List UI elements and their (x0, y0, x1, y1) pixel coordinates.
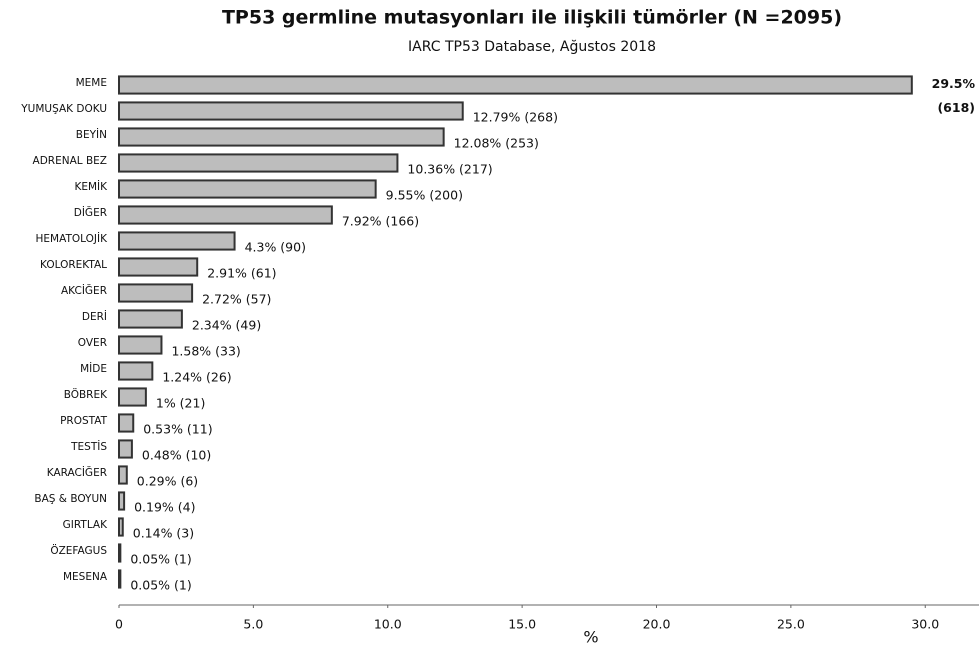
bar (118, 569, 122, 589)
y-tick-label: MİDE (80, 362, 107, 375)
x-tick-label: 5.0 (243, 617, 263, 632)
value-label: 0.14% (3) (133, 526, 194, 541)
y-tick-label: DİĞER (74, 206, 107, 219)
bar (118, 153, 399, 173)
value-label: 0.53% (11) (143, 422, 212, 437)
value-label: 29.5% (618) (932, 76, 976, 115)
y-tick-label: OVER (78, 337, 107, 349)
x-tick-label: 20.0 (643, 617, 671, 632)
x-axis-label: % (583, 628, 598, 647)
value-label: 2.91% (61) (207, 266, 276, 281)
y-tick-label: AKCİĞER (61, 284, 107, 297)
value-label: 1.24% (26) (162, 370, 231, 385)
x-tick-label: 15.0 (508, 617, 536, 632)
bar (118, 127, 445, 147)
y-tick-label: BEYİN (76, 128, 107, 141)
x-tick-label: 10.0 (374, 617, 402, 632)
x-tick-label: 0 (115, 617, 123, 632)
y-tick-label: MEME (76, 77, 107, 89)
bar (118, 439, 133, 459)
y-tick-label: ADRENAL BEZ (33, 155, 107, 167)
bar (118, 517, 124, 537)
value-label: 0.05% (1) (130, 578, 191, 593)
bar (118, 335, 163, 355)
bar (118, 75, 913, 95)
y-tick-label: HEMATOLOJİK (36, 232, 109, 245)
y-tick-label: KEMİK (74, 180, 108, 193)
y-tick-label: TESTİS (70, 440, 107, 453)
bar (118, 543, 122, 563)
bar (118, 309, 183, 329)
bar (118, 179, 377, 199)
bar (118, 231, 236, 251)
value-label: 2.72% (57) (202, 292, 271, 307)
x-tick-label: 30.0 (911, 617, 939, 632)
y-tick-label: KARACİĞER (47, 466, 107, 479)
y-tick-label: BÖBREK (64, 388, 108, 401)
chart-subtitle: IARC TP53 Database, Ağustos 2018 (408, 39, 656, 55)
value-label: 10.36% (217) (407, 162, 492, 177)
value-label: 0.19% (4) (134, 500, 195, 515)
bar (118, 361, 154, 381)
value-label: 9.55% (200) (386, 188, 463, 203)
bar (118, 465, 128, 485)
bar (118, 413, 135, 433)
value-label: 4.3% (90) (245, 240, 306, 255)
value-label: 0.05% (1) (130, 552, 191, 567)
value-label: 1% (21) (156, 396, 205, 411)
value-label: 12.79% (268) (473, 110, 558, 125)
bar (118, 491, 126, 511)
y-tick-label: GIRTLAK (63, 519, 108, 531)
y-tick-label: BAŞ & BOYUN (34, 493, 107, 505)
y-tick-label: KOLOREKTAL (40, 259, 107, 271)
bar (118, 205, 333, 225)
y-tick-label: DERİ (82, 310, 107, 323)
y-tick-label: PROSTAT (60, 415, 108, 427)
value-label: 0.29% (6) (137, 474, 198, 489)
bar (118, 387, 147, 407)
x-tick-label: 25.0 (777, 617, 805, 632)
chart-title: TP53 germline mutasyonları ile ilişkili … (222, 7, 842, 29)
value-label: 7.92% (166) (342, 214, 419, 229)
bar (118, 101, 464, 121)
value-label: 0.48% (10) (142, 448, 211, 463)
bar (118, 283, 194, 303)
value-label: 1.58% (33) (171, 344, 240, 359)
value-label: 2.34% (49) (192, 318, 261, 333)
value-label: 12.08% (253) (454, 136, 539, 151)
y-tick-label: MESENA (63, 571, 108, 583)
y-tick-label: YUMUŞAK DOKU (20, 103, 107, 115)
y-tick-label: ÖZEFAGUS (50, 544, 107, 557)
bar (118, 257, 199, 277)
